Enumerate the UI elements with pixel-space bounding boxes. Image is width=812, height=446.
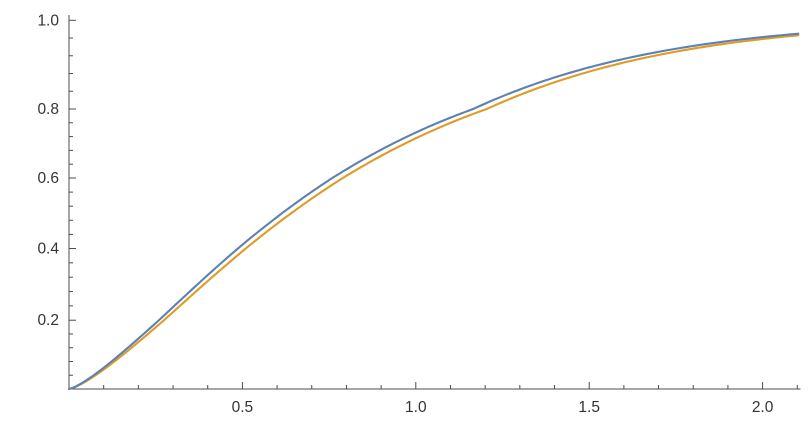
svg-text:0.5: 0.5 <box>232 399 254 416</box>
svg-text:1.5: 1.5 <box>578 399 600 416</box>
svg-text:0.6: 0.6 <box>37 170 59 187</box>
svg-text:1.0: 1.0 <box>37 12 59 29</box>
svg-text:2.0: 2.0 <box>752 399 774 416</box>
svg-text:1.0: 1.0 <box>405 399 427 416</box>
svg-text:0.2: 0.2 <box>37 312 59 329</box>
svg-text:0.4: 0.4 <box>37 241 59 258</box>
svg-text:0.8: 0.8 <box>37 101 59 118</box>
